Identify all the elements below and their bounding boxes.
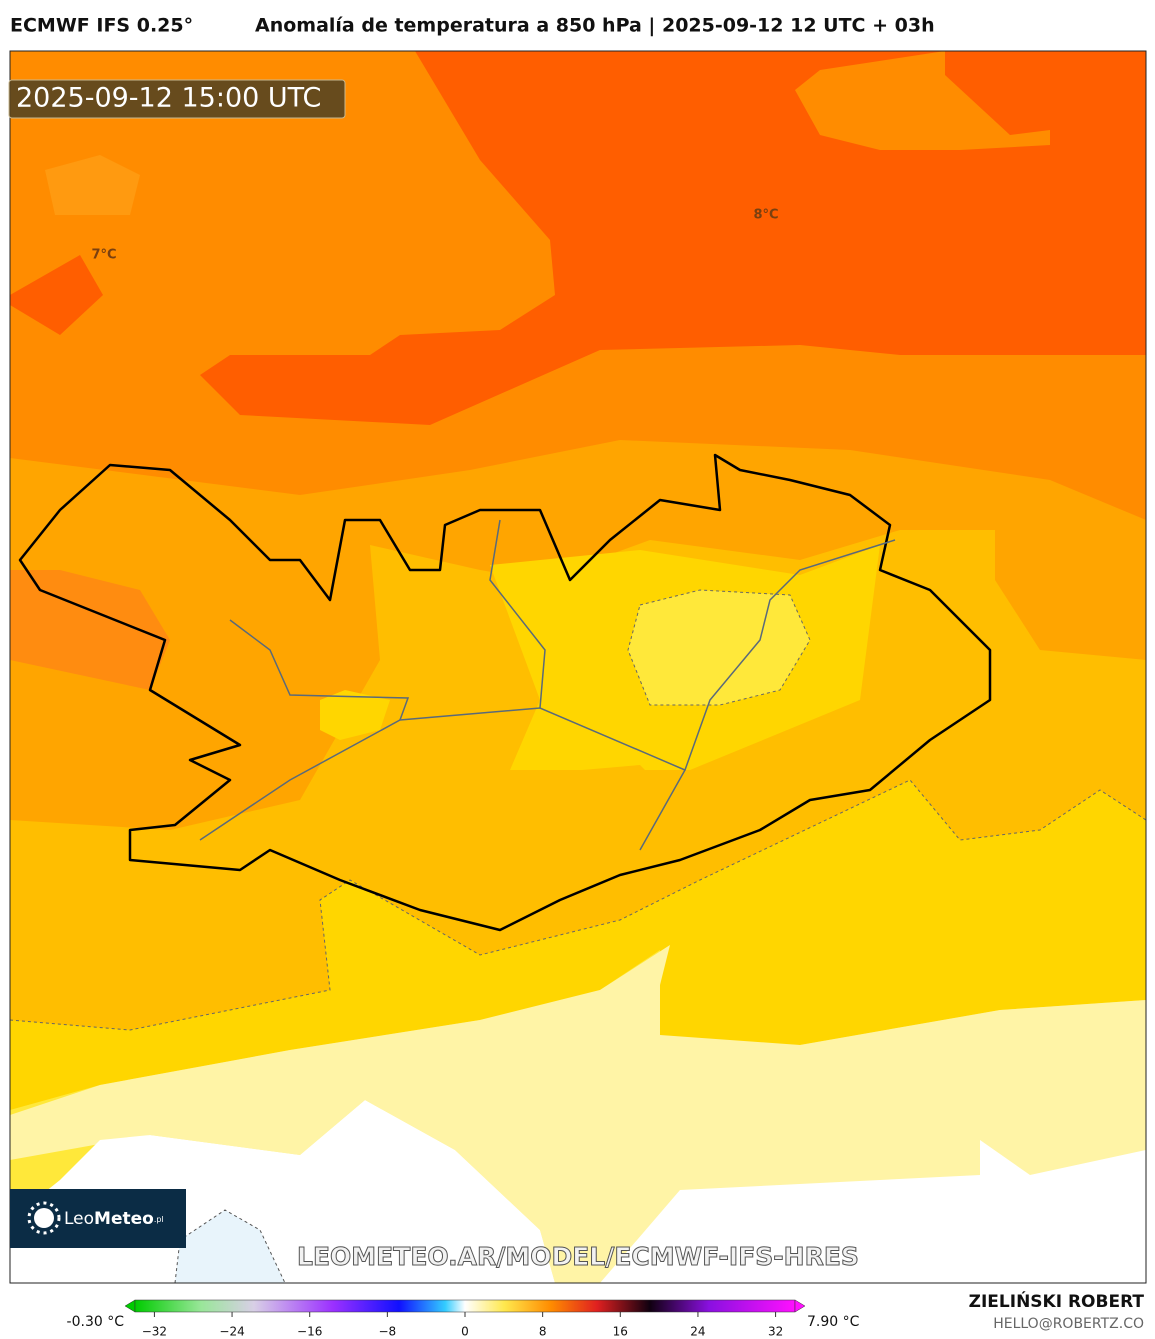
band-gold-patch	[465, 765, 675, 890]
colorbar-tick-label: −16	[297, 1325, 322, 1339]
colorbar-tick-label: 24	[690, 1325, 705, 1339]
region-border	[229, 619, 410, 721]
colorbar-tick-label: 16	[613, 1325, 628, 1339]
colorbar-extend	[794, 1299, 806, 1313]
region-border	[489, 519, 546, 709]
band-orange-patch	[45, 155, 140, 215]
valid-time: 2025-09-12 15:00 UTC	[16, 83, 321, 114]
colorbar-tick-label: −8	[379, 1325, 397, 1339]
contour-line	[10, 779, 1146, 1031]
map-frame	[9, 50, 1147, 1284]
contour-label: 7°C	[91, 248, 116, 263]
colorbar	[134, 1299, 796, 1313]
author: ZIELIŃSKI ROBERT	[969, 1290, 1145, 1312]
contour-label: 8°C	[753, 208, 778, 223]
time-box	[8, 79, 346, 119]
colorbar-max: 7.90 °C	[807, 1314, 860, 1330]
region-border	[199, 707, 687, 851]
watermark: LEOMETEO.AR/MODEL/ECMWF-IFS-HRES	[297, 1242, 859, 1271]
colorbar-tick-label: −32	[142, 1325, 167, 1339]
model-name: ECMWF IFS 0.25°	[10, 15, 193, 37]
colorbar-tick-label: 0	[461, 1325, 469, 1339]
colorbar-ticks: −32 −24 −16 −8 0 8 16 24 32	[142, 1312, 783, 1339]
colorbar-extend	[124, 1299, 136, 1313]
coastline	[18, 453, 992, 932]
colorbar-tick-label: 8	[539, 1325, 547, 1339]
band-white	[600, 1140, 1146, 1283]
colorbar-tick-label: 32	[768, 1325, 783, 1339]
contour-line	[627, 589, 811, 706]
region-border	[684, 539, 896, 771]
band-yellow-patch	[320, 690, 390, 740]
band-light-yellow-patch	[628, 590, 810, 705]
logo-sun	[34, 1208, 54, 1228]
contact: HELLO@ROBERTZ.CO	[993, 1316, 1144, 1332]
band-dark-orange-patch	[10, 255, 103, 335]
colorbar-tick-label: −24	[219, 1325, 244, 1339]
band-orange-patch	[10, 570, 170, 690]
map: 7°C 8°C	[10, 51, 1146, 1283]
logo-text: LeoMeteo.pl	[64, 1209, 164, 1229]
map-title: Anomalía de temperatura a 850 hPa | 2025…	[255, 15, 935, 37]
colorbar-min: -0.30 °C	[67, 1314, 125, 1330]
logo-rays	[27, 1201, 61, 1235]
band-orange-patch	[795, 51, 1050, 150]
